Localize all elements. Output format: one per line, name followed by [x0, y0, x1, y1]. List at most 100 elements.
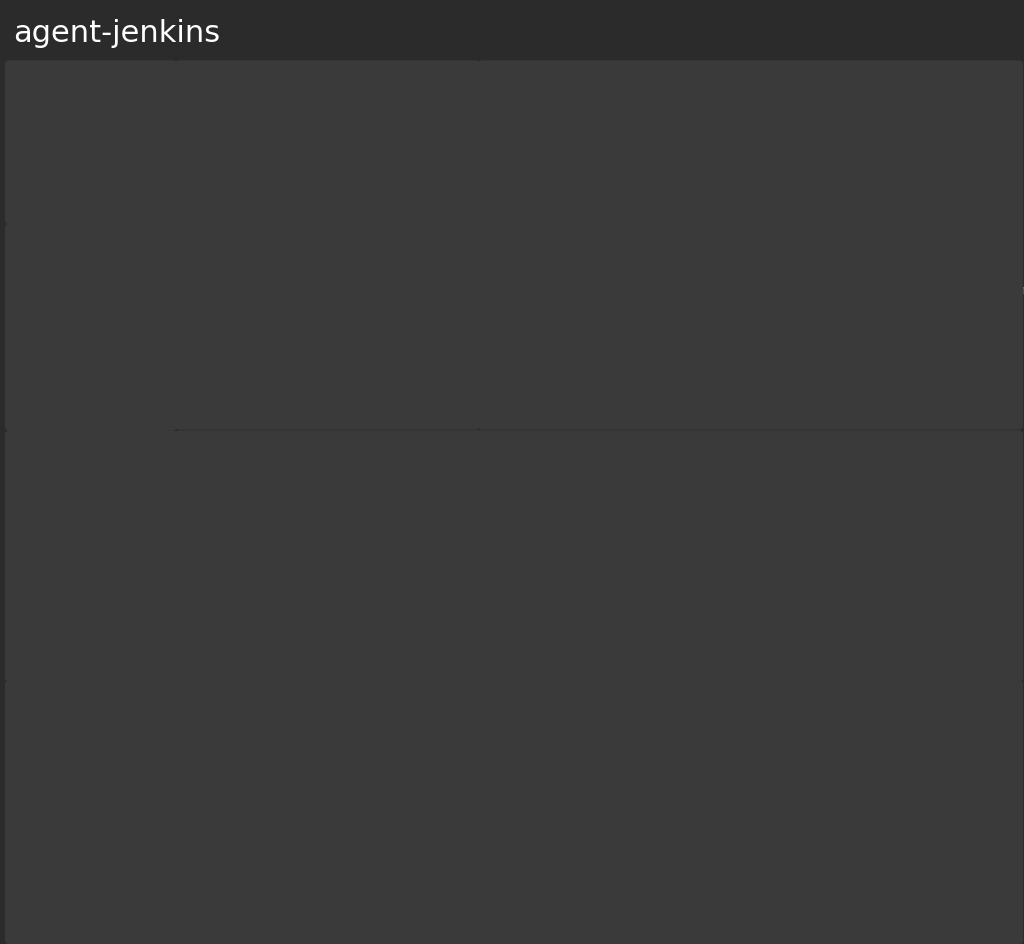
Polygon shape — [123, 282, 142, 312]
Polygon shape — [134, 312, 155, 341]
Bar — [337, 72, 344, 80]
Bar — [296, 280, 301, 335]
Bar — [337, 80, 344, 89]
Bar — [317, 72, 324, 80]
Polygon shape — [27, 282, 47, 312]
Text: 0: 0 — [868, 319, 886, 343]
Bar — [370, 300, 375, 335]
Bar — [364, 72, 370, 80]
Polygon shape — [125, 553, 151, 598]
Bar — [181, 303, 185, 335]
Polygon shape — [39, 253, 58, 282]
Bar — [681, 181, 686, 350]
Text: JavaScript errors: JavaScript errors — [339, 173, 426, 183]
Polygon shape — [111, 253, 131, 282]
Text: Dynamic requests: Dynamic requests — [527, 120, 607, 129]
Bar — [349, 303, 353, 335]
Bar — [518, 232, 524, 350]
Bar — [589, 253, 595, 350]
Bar — [667, 301, 673, 350]
Bar — [701, 234, 708, 350]
Bar — [709, 212, 715, 350]
Bar — [278, 80, 285, 89]
Polygon shape — [98, 282, 119, 312]
Polygon shape — [18, 462, 44, 505]
Bar — [254, 290, 259, 335]
Bar — [356, 72, 364, 80]
Bar — [808, 210, 813, 350]
Text: ms: ms — [563, 319, 579, 329]
Text: k8s - agent-build: k8s - agent-build — [22, 695, 110, 705]
Bar — [191, 276, 196, 335]
Bar — [390, 80, 396, 89]
Bar — [223, 265, 227, 335]
Bar — [786, 244, 793, 350]
Polygon shape — [14, 312, 35, 341]
Polygon shape — [90, 553, 115, 598]
Polygon shape — [32, 853, 59, 904]
Bar — [396, 80, 403, 89]
Bar — [560, 223, 566, 350]
Text: agent-native: agent-native — [22, 445, 88, 455]
Text: Failed requests: Failed requests — [868, 343, 937, 351]
Bar — [207, 319, 212, 335]
Bar — [202, 288, 206, 335]
Text: Jenkins: Jenkins — [499, 94, 547, 108]
Polygon shape — [75, 341, 95, 370]
Text: < 0.1: < 0.1 — [339, 146, 410, 170]
Bar — [892, 248, 898, 350]
Bar — [281, 285, 285, 335]
Bar — [765, 221, 771, 350]
Bar — [390, 72, 396, 80]
Polygon shape — [108, 508, 133, 551]
Bar — [391, 309, 395, 335]
Bar — [304, 72, 310, 80]
Bar — [364, 80, 370, 89]
Text: ls-: ls- — [721, 657, 731, 666]
Polygon shape — [75, 371, 95, 399]
Bar — [298, 80, 304, 89]
Polygon shape — [62, 312, 83, 341]
Polygon shape — [32, 792, 59, 843]
Bar — [197, 280, 201, 335]
Polygon shape — [62, 253, 83, 282]
Polygon shape — [77, 731, 105, 782]
Bar — [401, 289, 406, 335]
Bar — [582, 200, 588, 350]
Bar — [291, 72, 298, 80]
Bar — [998, 245, 1004, 350]
Bar — [217, 328, 222, 335]
Bar — [344, 72, 350, 80]
Bar — [483, 213, 489, 350]
Bar — [631, 206, 637, 350]
Bar — [490, 195, 496, 350]
Polygon shape — [122, 853, 151, 904]
Bar — [271, 72, 278, 80]
Polygon shape — [54, 462, 79, 505]
Polygon shape — [14, 253, 35, 282]
Bar — [212, 324, 217, 335]
Bar — [921, 182, 927, 350]
Bar — [906, 251, 912, 350]
Text: ls-i: ls-i — [599, 657, 612, 666]
Bar — [328, 295, 333, 335]
Polygon shape — [32, 731, 59, 782]
Bar — [331, 80, 337, 89]
Bar — [941, 189, 947, 350]
Bar — [310, 72, 317, 80]
Bar — [310, 80, 317, 89]
Bar — [317, 80, 324, 89]
Polygon shape — [84, 107, 137, 166]
Text: ls-u: ls-u — [234, 657, 251, 666]
Bar — [836, 184, 842, 350]
Polygon shape — [72, 599, 97, 643]
Bar — [302, 327, 306, 335]
Bar — [228, 293, 232, 335]
Text: 864: 864 — [681, 319, 733, 343]
Bar — [383, 72, 390, 80]
Text: k8s - agent-build - CPU: k8s - agent-build - CPU — [190, 697, 334, 710]
Text: Jenkins master: Jenkins master — [22, 79, 98, 89]
Bar — [324, 72, 331, 80]
Bar — [264, 80, 271, 89]
Bar — [443, 301, 447, 335]
